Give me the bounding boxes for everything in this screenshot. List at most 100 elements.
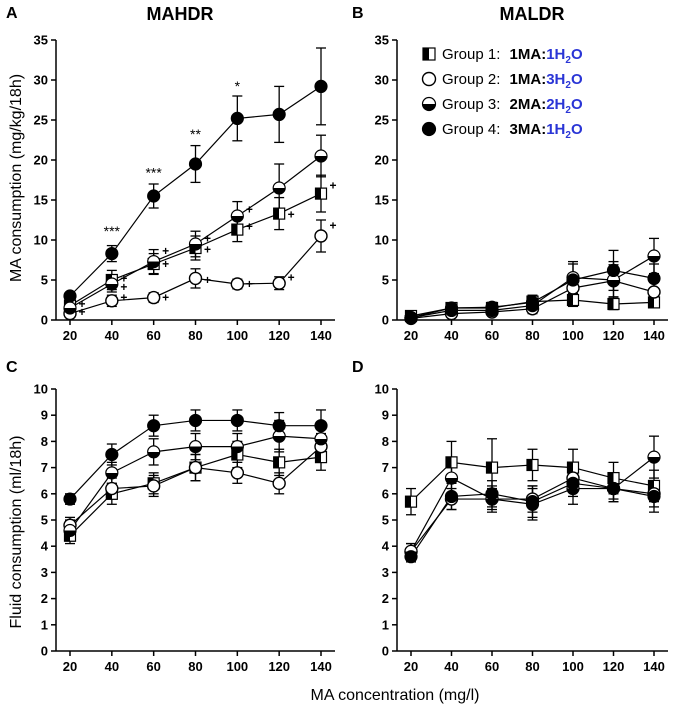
data-point-group-4 bbox=[188, 157, 203, 171]
data-point-group-3 bbox=[272, 181, 286, 195]
data-point-group-1 bbox=[231, 223, 244, 236]
y-tick-label: 3 bbox=[382, 565, 389, 580]
y-tick-label: 5 bbox=[41, 273, 48, 288]
data-point-group-3 bbox=[647, 249, 661, 263]
data-point-group-3 bbox=[314, 149, 328, 163]
data-point-group-1 bbox=[526, 458, 539, 472]
legend-marker-circle-open-icon bbox=[421, 71, 437, 87]
legend-item-group-3: Group 3: 2MA:2H2O bbox=[421, 96, 583, 116]
data-point-group-2 bbox=[146, 479, 161, 493]
data-point-group-4 bbox=[63, 289, 77, 303]
data-point-group-3 bbox=[314, 432, 328, 446]
legend-ratio-h: 1H bbox=[546, 121, 565, 138]
y-tick-label: 10 bbox=[34, 233, 48, 248]
plus-annotation: + bbox=[329, 179, 336, 193]
y-tick-label: 35 bbox=[34, 33, 48, 48]
data-point-group-2 bbox=[272, 476, 286, 491]
data-point-group-2 bbox=[188, 460, 203, 475]
x-tick-label: 120 bbox=[603, 659, 625, 674]
data-point-group-1 bbox=[485, 461, 499, 474]
y-tick-label: 25 bbox=[34, 113, 48, 128]
y-tick-label: 0 bbox=[382, 644, 389, 659]
panel-letter-c: C bbox=[6, 359, 18, 376]
svg-text:Group 2: 1MA:3H2O: Group 2: 1MA:3H2O bbox=[442, 71, 583, 91]
plus-annotation: + bbox=[78, 297, 85, 311]
x-tick-label: 120 bbox=[268, 659, 290, 674]
x-tick-label: 20 bbox=[63, 328, 77, 343]
y-tick-label: 1 bbox=[382, 617, 389, 632]
data-point-group-4 bbox=[272, 107, 286, 122]
y-tick-label: 2 bbox=[382, 591, 389, 606]
legend-marker-circle-half-icon bbox=[421, 96, 437, 112]
plus-annotation: + bbox=[162, 257, 169, 271]
plus-annotation: + bbox=[246, 277, 253, 291]
data-point-group-4 bbox=[404, 550, 418, 564]
legend-ratio-ma: 1MA: bbox=[510, 71, 547, 88]
plus-annotation: + bbox=[120, 291, 127, 305]
plus-annotation: + bbox=[162, 244, 169, 258]
data-point-group-4 bbox=[404, 311, 418, 325]
x-tick-label: 60 bbox=[485, 659, 499, 674]
data-point-group-4 bbox=[147, 419, 161, 433]
x-tick-label: 60 bbox=[485, 328, 499, 343]
svg-text:Group 1: 1MA:1H2O: Group 1: 1MA:1H2O bbox=[442, 46, 583, 66]
legend-marker-square-half-icon bbox=[422, 47, 436, 61]
legend-ratio-o: O bbox=[571, 71, 583, 88]
panel-a-title: MAHDR bbox=[147, 4, 214, 24]
y-tick-label: 30 bbox=[375, 73, 389, 88]
data-point-group-3 bbox=[188, 440, 203, 454]
svg-text:Group 3: 2MA:2H2O: Group 3: 2MA:2H2O bbox=[442, 96, 583, 116]
x-tick-label: 140 bbox=[310, 328, 332, 343]
y-tick-label: 9 bbox=[41, 408, 48, 423]
data-point-group-2 bbox=[647, 285, 661, 299]
data-point-group-3 bbox=[63, 301, 77, 315]
legend-group-label: Group 2: bbox=[442, 71, 500, 88]
data-point-group-4 bbox=[147, 189, 161, 203]
panel-d-chart: 0 1 2 3 4 5 6 7 8 9 10 20 40 60 80 100 120 140 bbox=[375, 382, 668, 674]
data-point-group-4 bbox=[566, 476, 580, 490]
data-point-group-4 bbox=[606, 481, 621, 496]
y-tick-label: 8 bbox=[382, 434, 389, 449]
data-point-group-4 bbox=[525, 295, 540, 309]
x-tick-label: 140 bbox=[310, 659, 332, 674]
panel-b-title: MALDR bbox=[500, 4, 565, 24]
x-tick-label: 20 bbox=[404, 328, 418, 343]
plus-annotation: + bbox=[204, 231, 211, 245]
legend-item-group-2: Group 2: 1MA:3H2O bbox=[421, 71, 583, 91]
data-point-group-4 bbox=[444, 301, 459, 315]
x-tick-label: 80 bbox=[525, 659, 539, 674]
legend-ratio-ma: 1MA: bbox=[510, 46, 547, 63]
panel-b-chart: 0 5 10 15 20 25 30 35 20 40 60 80 100 120 140 bbox=[375, 33, 668, 343]
y-tick-label: 6 bbox=[382, 486, 389, 501]
legend-group-label: Group 4: bbox=[442, 121, 500, 138]
legend-marker-circle-filled-icon bbox=[421, 121, 437, 137]
x-tick-label: 20 bbox=[404, 659, 418, 674]
data-point-group-4 bbox=[314, 419, 328, 433]
panel-c-chart: 0 1 2 3 4 5 6 7 8 9 10 20 40 60 80 100 120 140 bbox=[34, 382, 335, 674]
x-tick-label: 100 bbox=[562, 659, 584, 674]
x-tick-label: 40 bbox=[444, 328, 458, 343]
data-point-group-3 bbox=[105, 466, 119, 480]
data-point-group-1 bbox=[273, 207, 286, 220]
panel-c-ylabel: Fluid consumption (ml/18h) bbox=[8, 436, 25, 629]
y-tick-label: 15 bbox=[34, 193, 48, 208]
y-tick-label: 10 bbox=[375, 382, 389, 397]
y-tick-label: 9 bbox=[382, 408, 389, 423]
plus-annotation: + bbox=[204, 243, 211, 257]
y-tick-label: 5 bbox=[382, 273, 389, 288]
y-tick-label: 4 bbox=[382, 539, 390, 554]
plus-annotation: + bbox=[78, 305, 85, 319]
x-tick-label: 20 bbox=[63, 659, 77, 674]
data-point-group-1 bbox=[566, 293, 580, 307]
data-point-group-4 bbox=[105, 247, 119, 261]
y-tick-label: 10 bbox=[34, 382, 48, 397]
x-tick-label: 80 bbox=[188, 328, 202, 343]
y-tick-label: 20 bbox=[34, 153, 48, 168]
data-point-group-4 bbox=[647, 489, 661, 504]
panel-letter-a: A bbox=[6, 5, 18, 22]
data-point-group-1 bbox=[314, 187, 328, 200]
x-tick-label: 100 bbox=[562, 328, 584, 343]
data-point-group-3 bbox=[647, 450, 661, 464]
data-point-group-4 bbox=[485, 300, 499, 314]
